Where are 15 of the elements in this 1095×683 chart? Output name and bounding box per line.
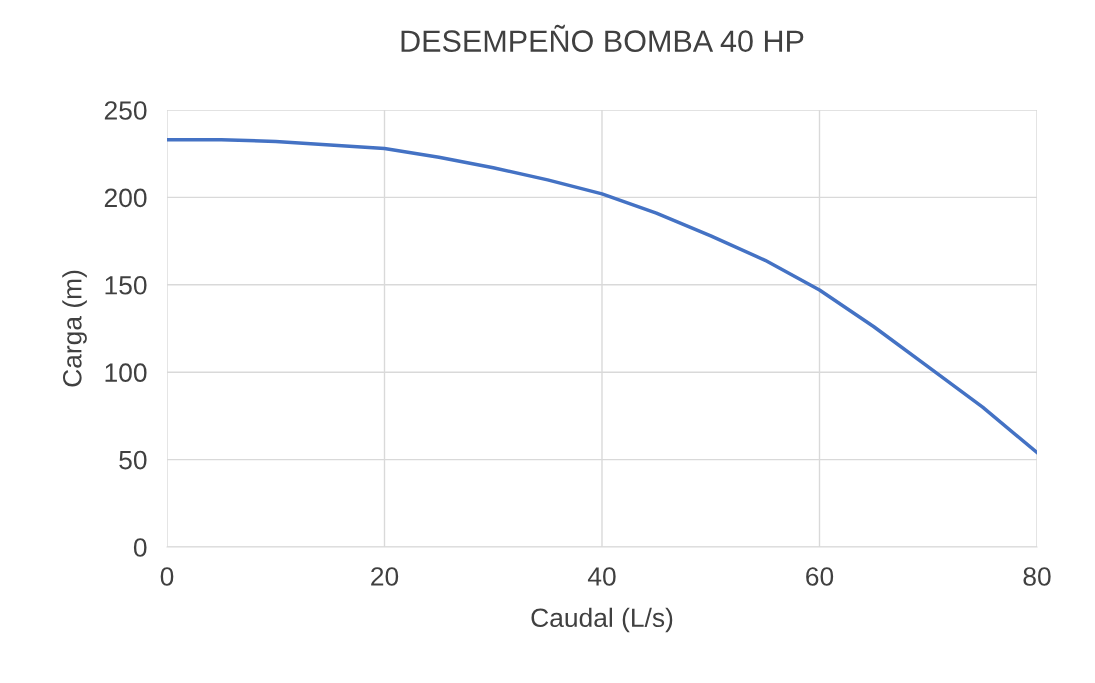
x-tick-label: 60 <box>806 567 834 586</box>
x-tick-label: 40 <box>587 567 616 586</box>
y-tick-label: 150 <box>105 275 147 295</box>
x-axis-title: Caudal (L/s) <box>531 607 673 633</box>
y-tick-label: 100 <box>105 363 147 383</box>
x-tick-label: 0 <box>160 567 174 586</box>
y-tick-label: 50 <box>119 450 147 470</box>
y-axis-title: Carga (m) <box>62 270 87 387</box>
chart-title: DESEMPEÑO BOMBA 40 HP <box>401 24 804 52</box>
line-series <box>167 137 1037 455</box>
y-tick-label: 250 <box>104 101 147 120</box>
x-tick-label: 80 <box>1023 567 1051 586</box>
y-tick-label: 200 <box>104 188 147 208</box>
x-tick-label: 20 <box>371 567 399 586</box>
y-tick-label: 0 <box>133 538 147 557</box>
